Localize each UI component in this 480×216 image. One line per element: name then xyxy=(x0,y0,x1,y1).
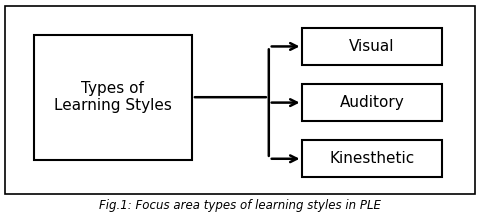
Text: Visual: Visual xyxy=(349,39,395,54)
Bar xyxy=(5,6,475,194)
Bar xyxy=(34,35,192,160)
Text: Kinesthetic: Kinesthetic xyxy=(329,151,415,166)
Bar xyxy=(302,28,442,65)
Text: Fig.1: Focus area types of learning styles in PLE: Fig.1: Focus area types of learning styl… xyxy=(99,199,381,212)
Bar xyxy=(302,140,442,177)
Bar xyxy=(302,84,442,121)
Text: Types of
Learning Styles: Types of Learning Styles xyxy=(54,81,172,113)
Text: Auditory: Auditory xyxy=(340,95,404,110)
